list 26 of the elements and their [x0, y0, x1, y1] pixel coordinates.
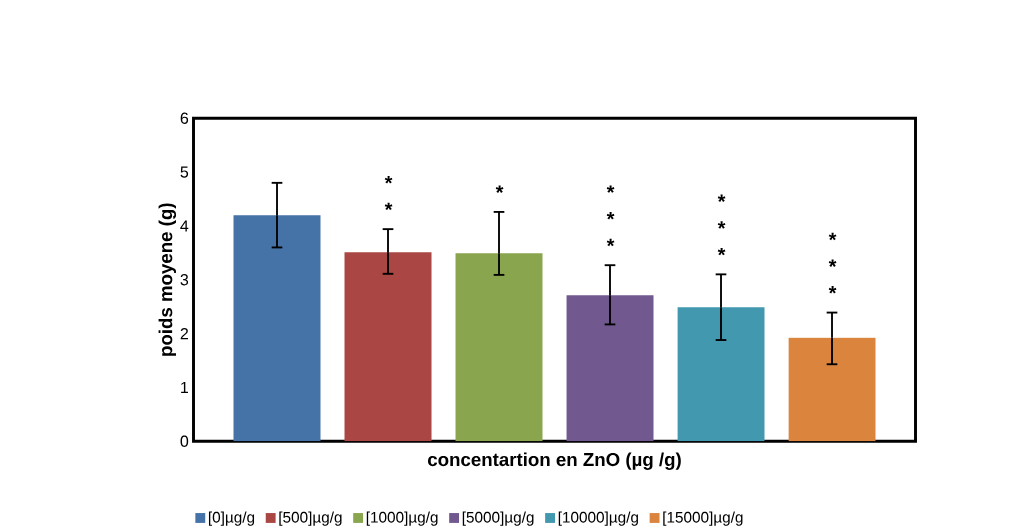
legend-label: [0]µg/g [208, 511, 255, 526]
legend-label: [500]µg/g [279, 511, 342, 526]
y-tick-label: 1 [181, 381, 189, 393]
annotation: * * [384, 176, 393, 211]
legend-label: [10000]µg/g [558, 511, 638, 526]
legend-label: [1000]µg/g [366, 511, 438, 526]
bar [455, 253, 543, 442]
bar [344, 252, 432, 442]
bar [233, 215, 321, 442]
legend-label: [5000]µg/g [462, 511, 534, 526]
y-tick-label: 6 [180, 112, 189, 124]
annotation: * [495, 185, 504, 193]
annotation: * * * [828, 232, 837, 294]
legend-label: [15000]µg/g [663, 511, 743, 526]
annotation: * * * [717, 194, 726, 256]
y-tick-label: 0 [180, 435, 189, 447]
y-axis-title: poids moyene (g) [158, 203, 177, 356]
y-tick-label: 3 [180, 274, 189, 286]
y-tick-label: 4 [180, 220, 189, 232]
bar [788, 337, 876, 442]
bar [566, 295, 654, 442]
y-tick-label: 5 [180, 166, 189, 178]
bar [677, 307, 765, 442]
x-axis-title: concentartion en ZnO (µg /g) [428, 452, 681, 470]
annotation: * * * [606, 185, 615, 247]
y-tick-label: 2 [180, 328, 188, 340]
